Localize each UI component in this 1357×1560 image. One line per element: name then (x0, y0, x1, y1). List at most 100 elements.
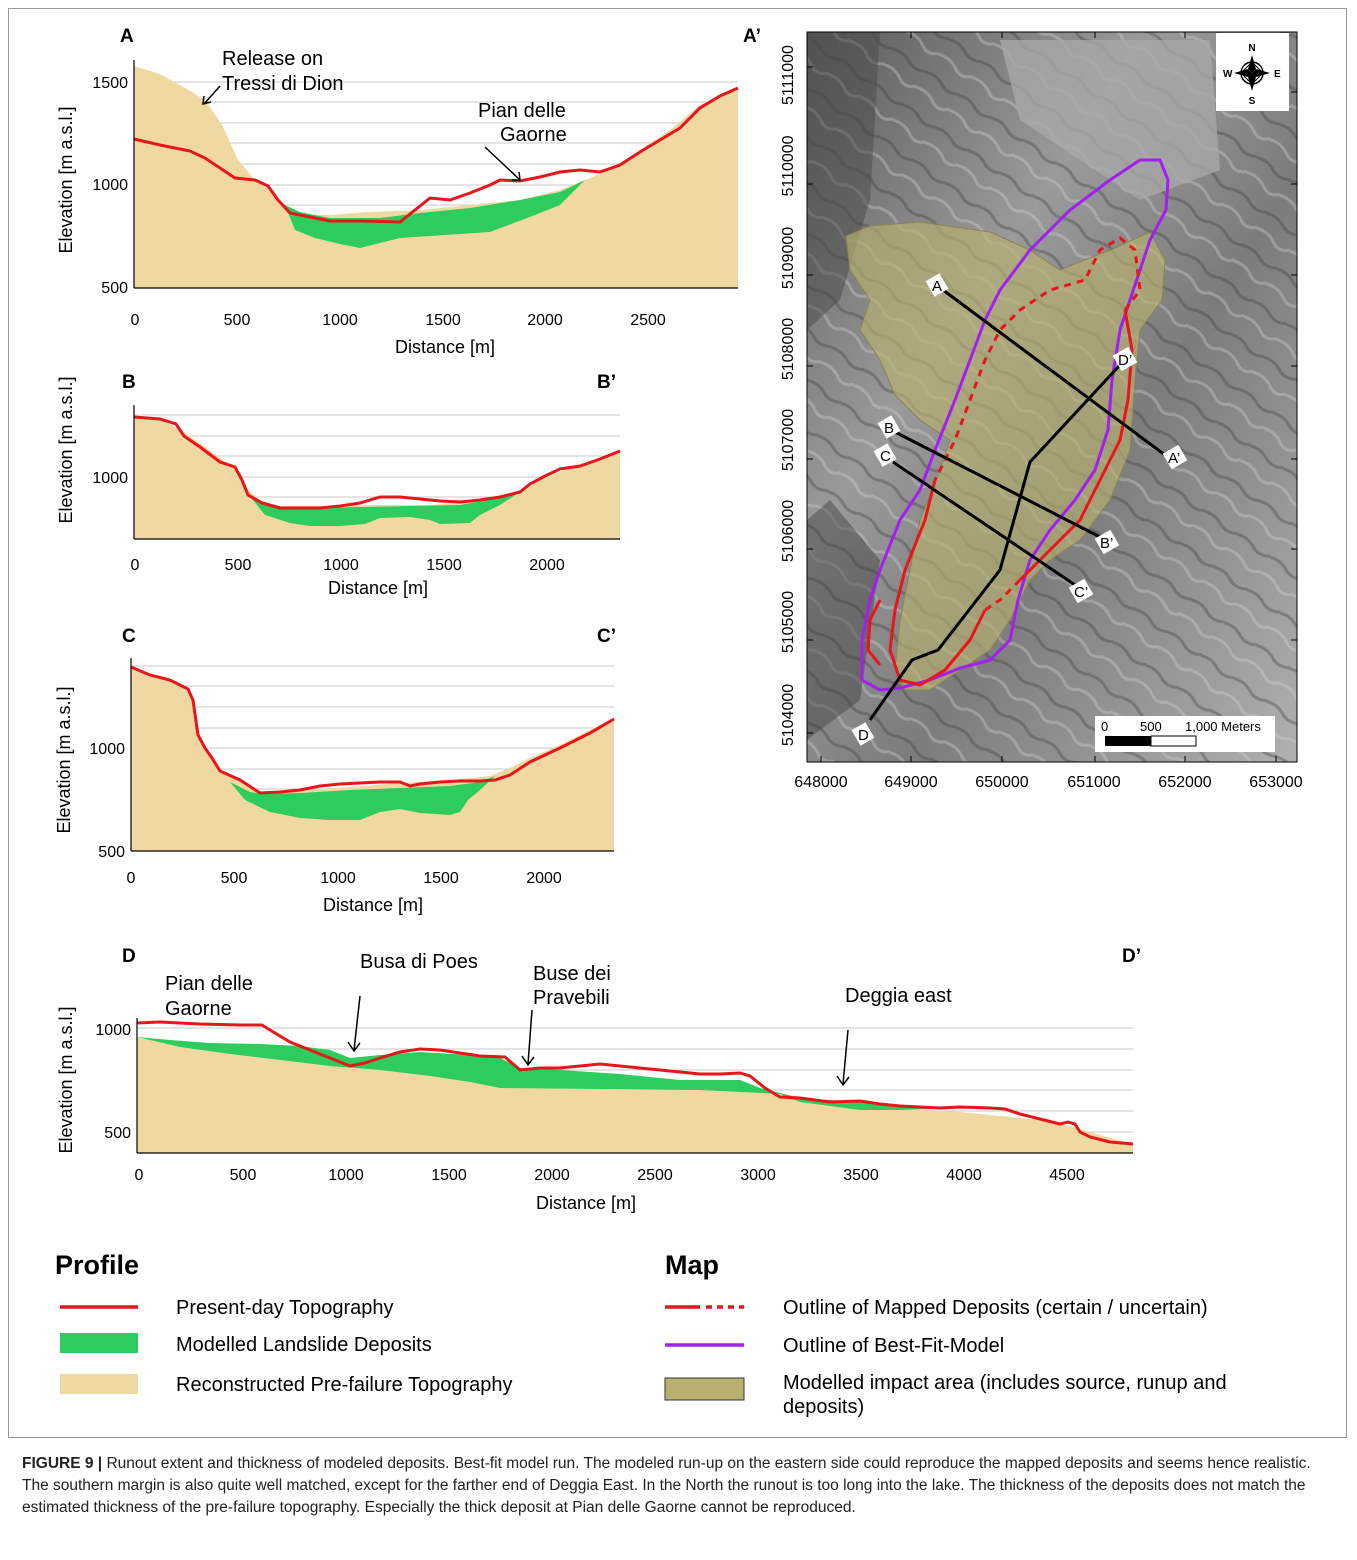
legend-item: Outline of Best-Fit-Model (783, 1335, 1004, 1357)
profile-d-xtick: 1000 (328, 1167, 364, 1184)
map-ytick: 5107000 (780, 409, 797, 471)
profile-b-xticks: 0 500 1000 1500 2000 (131, 557, 565, 574)
section-label: C’ (1074, 584, 1088, 601)
map-xtick: 649000 (884, 774, 937, 791)
profile-b-axes (133, 405, 620, 540)
profile-d-xtick: 500 (230, 1167, 257, 1184)
profile-c-prefailure-area (131, 667, 614, 851)
legend-item: Modelled impact area (includes source, r… (783, 1372, 1227, 1394)
map-xtick: 653000 (1249, 774, 1302, 791)
mapped-deposits-certain-outline (888, 479, 987, 687)
profile-a-ytick: 500 (101, 280, 128, 297)
legend-item: Present-day Topography (176, 1297, 394, 1319)
annotation-pian-line2: Gaorne (500, 124, 567, 146)
section-label: B (884, 420, 894, 437)
profile-b-xtick: 2000 (529, 557, 565, 574)
profile-d-xtick: 0 (135, 1167, 144, 1184)
profile-d-ylabel: Elevation [m a.s.l.] (56, 1006, 76, 1153)
annotation-busa-di-poes: Busa di Poes (360, 951, 478, 973)
profile-c-xtick: 1000 (320, 870, 356, 887)
compass-west: W (1223, 69, 1233, 80)
map-xtick: 652000 (1158, 774, 1211, 791)
profile-b-xtick: 500 (225, 557, 252, 574)
profile-c-ytick: 1000 (89, 741, 125, 758)
figure-graphic: 1500 1000 500 0 500 1000 1500 2000 2500 … (54, 26, 1303, 1418)
profile-c-xtick: 2000 (526, 870, 562, 887)
scale-label: 500 (1140, 719, 1162, 734)
profile-b-xlabel: Distance [m] (328, 578, 428, 598)
section-label: A’ (1168, 450, 1180, 467)
map-ytick: 5109000 (780, 227, 797, 289)
profile-c: 1000 500 0 500 1000 1500 2000 Distance [… (54, 626, 616, 915)
annotation-pian-line1: Pian delle (478, 100, 566, 122)
profile-a-label: A (120, 26, 134, 47)
map-ytick: 5108000 (780, 318, 797, 380)
profile-d-axes (136, 1018, 1133, 1154)
profile-c-end-label: C’ (597, 626, 616, 647)
profile-b-ytick: 1000 (92, 470, 128, 487)
annotation-release-line2: Tressi di Dion (222, 73, 344, 95)
profile-c-xtick: 0 (127, 870, 136, 887)
profile-d-ytick: 500 (104, 1125, 131, 1142)
figure-caption-label: FIGURE 9 | (22, 1455, 103, 1472)
profile-a-xlabel: Distance [m] (395, 337, 495, 357)
profile-a-ytick: 1000 (92, 177, 128, 194)
profile-d-xlabel: Distance [m] (536, 1193, 636, 1213)
section-label: A (932, 278, 942, 295)
annotation-deggia-east: Deggia east (845, 985, 952, 1007)
profile-d-deposit-area (137, 1037, 950, 1110)
map-yticks: 5111000 5110000 5109000 5108000 5107000 … (780, 45, 797, 746)
profile-c-ytick: 500 (98, 844, 125, 861)
profile-d: 1000 500 0 500 1000 1500 2000 2500 3000 … (56, 946, 1141, 1213)
impact-area (845, 221, 1166, 691)
annotation-release-line1: Release on (222, 48, 323, 70)
profile-c-axes (130, 658, 614, 852)
map-ytick: 5111000 (780, 45, 797, 105)
profile-d-end-label: D’ (1122, 946, 1141, 967)
mapped-deposits-certain-outline (866, 599, 882, 666)
map-ytick: 5105000 (780, 591, 797, 653)
profile-b-deposit-area (248, 492, 520, 526)
legend-item: Modelled Landslide Deposits (176, 1334, 432, 1356)
profile-a-prefailure-area (134, 66, 738, 288)
legend-map-title: Map (665, 1250, 719, 1280)
profile-a-axes (133, 60, 738, 289)
scale-label: 1,000 Meters (1185, 719, 1261, 734)
legend-profile-title: Profile (55, 1250, 139, 1280)
annotation-buse-line2: Pravebili (533, 987, 610, 1009)
profile-d-xtick: 4500 (1049, 1167, 1085, 1184)
profile-a-deposit-area (285, 180, 585, 248)
profile-d-xtick: 1500 (431, 1167, 467, 1184)
map-xtick: 648000 (794, 774, 847, 791)
arrow-icon (836, 1029, 850, 1087)
profile-d-label: D (122, 946, 136, 967)
mapped-deposits-certain-outline (1018, 309, 1134, 582)
profile-a-ytick: 1500 (92, 75, 128, 92)
figure-frame (8, 8, 1347, 1438)
mapped-deposits-uncertain-outline (984, 578, 1022, 612)
section-labels: A A’ B B’ C C’ D D’ (851, 273, 1188, 746)
arrow-icon (521, 1009, 535, 1067)
map-panel: A’ A A’ B B’ C C’ D D’ (743, 26, 1303, 791)
arrow-icon (484, 146, 521, 181)
profile-b-present-topography (133, 415, 621, 510)
profile-d-xtick: 2000 (534, 1167, 570, 1184)
map-ytick: 5106000 (780, 500, 797, 562)
figure-caption-text: Runout extent and thickness of modeled d… (22, 1455, 1311, 1516)
map-label: A’ (743, 26, 761, 47)
profile-d-present-topography (136, 1020, 1134, 1146)
lake-area (1000, 40, 1220, 200)
legend-swatch-prefailure (60, 1374, 138, 1394)
profile-c-ylabel: Elevation [m a.s.l.] (54, 686, 74, 833)
figure-caption: FIGURE 9 | Runout extent and thickness o… (22, 1453, 1337, 1519)
profile-b-label: B (122, 372, 136, 393)
scale-bar: 0 500 1,000 Meters (1095, 716, 1275, 752)
compass-south: S (1249, 96, 1256, 107)
compass-icon: N S W E (1216, 33, 1289, 111)
profile-b-prefailure-area (134, 416, 620, 539)
map-xticks: 648000 649000 650000 651000 652000 65300… (794, 774, 1302, 791)
profile-d-xticks: 0 500 1000 1500 2000 2500 3000 3500 4000… (135, 1167, 1085, 1184)
arrow-icon (202, 85, 221, 105)
profile-d-yticks: 1000 500 (95, 1022, 131, 1142)
map-xtick: 651000 (1067, 774, 1120, 791)
